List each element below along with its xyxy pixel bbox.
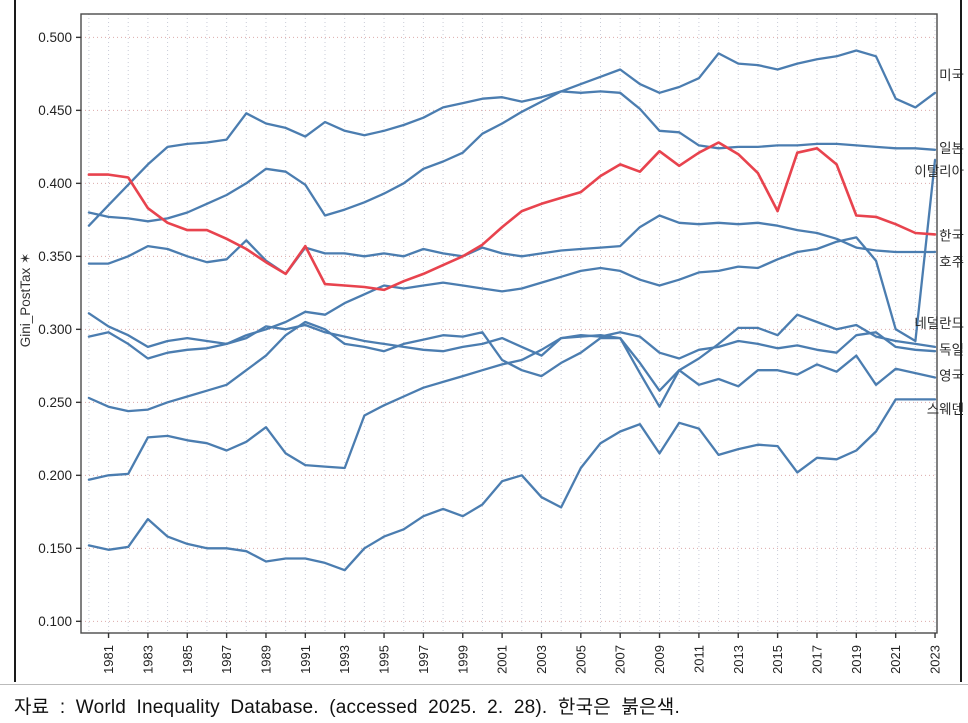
x-tick-label: 2003 xyxy=(534,645,549,674)
x-tick-label: 2005 xyxy=(573,645,588,674)
y-tick-label: 0.400 xyxy=(38,176,72,191)
figure-border-right xyxy=(960,0,962,682)
x-tick-label: 1993 xyxy=(337,645,352,674)
series-line-이탈리아 xyxy=(87,158,937,360)
series-line-일본 xyxy=(87,90,937,227)
y-tick-label: 0.350 xyxy=(38,249,72,264)
series-line-미국 xyxy=(87,49,937,223)
x-tick-label: 2017 xyxy=(809,645,824,674)
y-tick-label: 0.150 xyxy=(38,541,72,556)
series-label-한국: 한국 xyxy=(939,228,964,243)
x-tick-label: 1999 xyxy=(455,645,470,674)
caption-divider xyxy=(0,684,968,685)
x-tick-label: 2001 xyxy=(495,645,510,674)
x-tick-label: 2013 xyxy=(731,645,746,674)
series-line-호주 xyxy=(87,214,937,276)
y-tick-label: 0.300 xyxy=(38,322,72,337)
x-tick-label: 1985 xyxy=(180,645,195,674)
x-tick-label: 1995 xyxy=(377,645,392,674)
x-tick-label: 2009 xyxy=(652,645,667,674)
x-tick-label: 1987 xyxy=(219,645,234,674)
y-tick-label: 0.200 xyxy=(38,468,72,483)
x-tick-label: 2019 xyxy=(849,645,864,674)
series-line-네덜란드 xyxy=(87,313,937,481)
series-label-호주: 호주 xyxy=(939,255,964,270)
figure-border-left xyxy=(14,0,16,682)
source-caption: 자료 : World Inequality Database. (accesse… xyxy=(14,697,680,718)
series-line-독일 xyxy=(87,312,937,360)
series-line-영국 xyxy=(87,320,937,413)
series-label-독일: 독일 xyxy=(939,342,964,357)
y-tick-label: 0.100 xyxy=(38,614,72,629)
y-tick-label: 0.500 xyxy=(38,30,72,45)
series-label-영국: 영국 xyxy=(939,369,964,384)
y-axis-title: Gini_PostTax ✶ xyxy=(18,253,33,348)
x-tick-label: 2023 xyxy=(928,645,943,674)
x-tick-label: 1991 xyxy=(298,645,313,674)
series-label-이탈리아: 이탈리아 xyxy=(914,164,964,179)
series-label-스웨덴: 스웨덴 xyxy=(927,402,964,417)
series-label-미국: 미국 xyxy=(939,68,964,83)
y-tick-label: 0.450 xyxy=(38,103,72,118)
series-line-스웨덴 xyxy=(87,398,937,572)
y-tick-label: 0.250 xyxy=(38,395,72,410)
x-tick-label: 1989 xyxy=(258,645,273,674)
series-label-네덜란드: 네덜란드 xyxy=(914,316,964,331)
x-tick-label: 2015 xyxy=(770,645,785,674)
plot-border xyxy=(80,13,938,634)
series-label-일본: 일본 xyxy=(939,141,964,156)
series-line-한국 xyxy=(87,141,937,292)
x-tick-label: 2007 xyxy=(613,645,628,674)
gini-line-chart: 0.100 0.150 0.200 0.250 0.300 0.350 0.400 0.450… xyxy=(18,13,965,674)
x-tick-label: 2021 xyxy=(888,645,903,674)
x-tick-label: 2011 xyxy=(691,645,706,673)
x-tick-label: 1983 xyxy=(140,645,155,674)
x-tick-label: 1981 xyxy=(101,645,116,674)
x-tick-label: 1997 xyxy=(416,645,431,674)
